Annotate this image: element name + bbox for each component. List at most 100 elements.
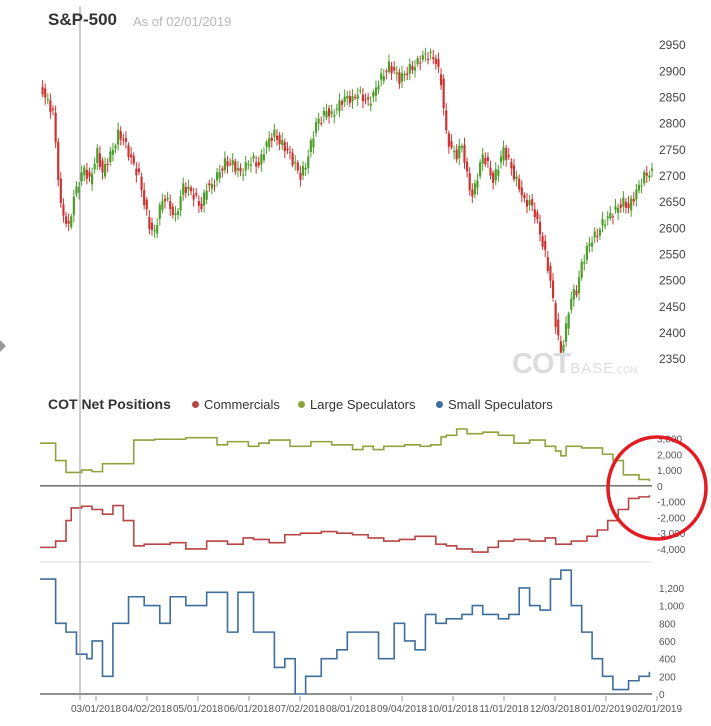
candle-body <box>531 199 534 206</box>
candle-body <box>486 157 490 161</box>
price-y-tick-label: 2900 <box>659 64 686 78</box>
candle-body <box>59 178 62 204</box>
candle-body <box>143 190 146 206</box>
x-tick-label: 09/04/2018 <box>377 704 427 715</box>
candle-body <box>273 129 276 137</box>
candle-body <box>622 197 625 207</box>
candle-body <box>137 168 141 173</box>
candle-body <box>307 156 310 169</box>
small-speculators-line <box>40 569 651 695</box>
candle-body <box>163 199 167 202</box>
candle-body <box>223 158 227 171</box>
left-arrow-icon[interactable] <box>0 340 6 352</box>
annotation-circle <box>606 435 708 541</box>
candle-body <box>158 204 161 219</box>
candle-body <box>335 108 338 110</box>
candle-body <box>93 163 96 170</box>
price-y-tick-label: 2650 <box>659 195 686 209</box>
candle-body <box>184 186 187 193</box>
candle-body <box>538 221 542 235</box>
candle-body <box>473 183 477 195</box>
candle-body <box>218 171 221 179</box>
candle-body <box>215 172 219 181</box>
candle-body <box>202 192 206 206</box>
candle-body <box>189 187 193 192</box>
candle-body <box>135 168 138 176</box>
candle-body <box>348 96 352 104</box>
cot-y-tick-label: -4,000 <box>657 545 686 556</box>
candle-body <box>645 172 648 176</box>
candle-body <box>330 111 333 115</box>
candle-body <box>515 176 518 180</box>
candle-body <box>458 145 461 159</box>
candle-body <box>317 118 320 124</box>
x-tick-label: 11/01/2018 <box>479 704 529 715</box>
candle-body <box>510 161 513 169</box>
candle-body <box>523 194 526 199</box>
candle-body <box>182 183 185 195</box>
candle-body <box>577 277 581 293</box>
candle-body <box>567 313 570 329</box>
price-y-tick-label: 2500 <box>659 274 686 288</box>
large-speculators-line <box>40 428 651 482</box>
candle-body <box>452 151 456 153</box>
candle-body <box>340 101 344 105</box>
candle-body <box>609 212 612 219</box>
candle-body <box>239 167 242 172</box>
legend-item-commercials[interactable]: Commercials <box>192 397 280 412</box>
candle-body <box>75 186 78 194</box>
legend-item-small-speculators[interactable]: Small Speculators <box>436 397 553 412</box>
candle-body <box>627 203 630 209</box>
candle-body <box>255 162 258 167</box>
candle-body <box>413 67 417 71</box>
candle-body <box>611 216 615 218</box>
candle-body <box>44 88 47 98</box>
candle-body <box>359 90 362 92</box>
candle-body <box>354 97 357 99</box>
candle-body <box>575 290 578 296</box>
candle-body <box>150 222 154 230</box>
candle-body <box>591 242 594 247</box>
price-y-tick-label: 2950 <box>659 38 686 52</box>
candle-body <box>361 94 365 102</box>
candle-body <box>106 163 109 165</box>
candle-body <box>229 163 232 165</box>
candle-body <box>546 257 549 271</box>
candle-body <box>236 168 240 171</box>
candle-body <box>312 138 315 148</box>
price-y-tick-label: 2550 <box>659 247 686 261</box>
candle-body <box>283 142 286 152</box>
candle-body <box>333 115 336 117</box>
candle-body <box>252 155 255 159</box>
candle-body <box>549 266 552 281</box>
candle-body <box>520 187 523 196</box>
candle-body <box>465 161 469 172</box>
candle-body <box>213 185 216 187</box>
candle-body <box>619 204 622 208</box>
candle-body <box>484 158 487 165</box>
candle-body <box>650 168 654 171</box>
price-y-tick-label: 2600 <box>659 221 686 235</box>
candle-body <box>525 200 529 207</box>
legend-dot <box>436 401 443 408</box>
candle-body <box>247 163 250 165</box>
chart-title: S&P-500 <box>48 10 117 29</box>
candle-body <box>583 261 586 264</box>
candle-body <box>476 180 479 188</box>
candle-body <box>640 185 643 187</box>
candle-body <box>156 225 159 234</box>
cotbase-watermark: COTBASE.COM <box>512 348 638 381</box>
candle-body <box>161 200 164 211</box>
cot-y-tick-label: 2,000 <box>657 450 682 461</box>
candle-body <box>46 98 49 101</box>
candle-body <box>171 206 174 215</box>
cot-section-title: COT Net Positions <box>48 396 171 412</box>
candle-body <box>528 200 531 206</box>
x-tick-label: 12/03/2018 <box>530 704 580 715</box>
candle-body <box>494 169 497 181</box>
candle-body <box>320 122 323 124</box>
candle-body <box>643 171 646 184</box>
legend-item-large-speculators[interactable]: Large Speculators <box>298 397 416 412</box>
